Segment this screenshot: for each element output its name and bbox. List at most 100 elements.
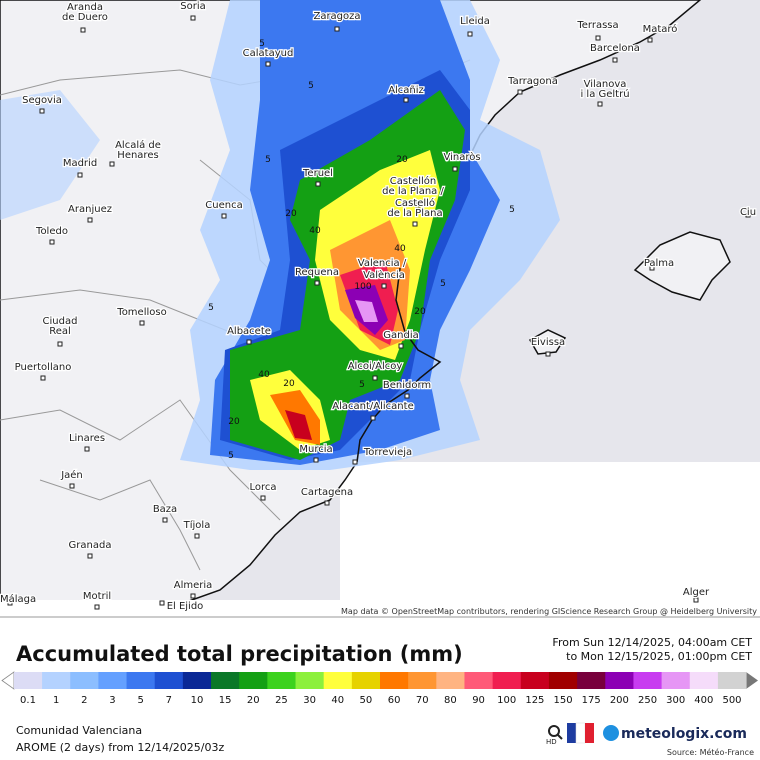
- hd[interactable]: HD: [546, 738, 557, 746]
- contour-labels: 5 5 5 5 20 20 40 40 100 20 40 20 20 5 5 5 5: [208, 39, 515, 461]
- city-name: Zaragoza: [313, 11, 360, 22]
- city-marker: [139, 320, 145, 326]
- city-marker: [745, 212, 751, 218]
- city-marker: [379, 273, 385, 279]
- logo-icon: [603, 725, 619, 741]
- color-swatch: [717, 672, 747, 689]
- city-name: Alcalá de: [115, 139, 161, 151]
- level-label: 5: [137, 695, 143, 706]
- color-swatch: [689, 672, 719, 689]
- legend-title: Accumulated total precipitation (mm): [16, 642, 463, 666]
- contour-label: 5: [208, 303, 214, 313]
- city-name: Calatayud: [243, 48, 294, 59]
- city-name: Castelló: [395, 197, 435, 209]
- city-marker: [109, 161, 115, 167]
- contour-label: 40: [394, 244, 406, 254]
- level-label: 40: [331, 695, 344, 706]
- contour-label: 20: [285, 209, 297, 219]
- city-marker: [597, 101, 603, 107]
- city-name: Segovia: [22, 95, 62, 106]
- city-marker: [7, 600, 13, 606]
- city-name: Lorca: [249, 482, 276, 493]
- city-name: de la Plana /: [382, 186, 444, 197]
- contour-label: 20: [283, 379, 295, 389]
- city-name: Alger: [683, 587, 710, 598]
- level-label: 0.1: [20, 695, 36, 706]
- color-swatch: [520, 672, 550, 689]
- zoom-icon[interactable]: [548, 725, 560, 737]
- city-marker: [265, 61, 271, 67]
- city-marker: [517, 89, 523, 95]
- color-scale: 0.1 1 2 3 5 7 10 15 20 25 30 40 50 60 70 80 90 100 125 150 1…: [1, 671, 758, 706]
- contour-label: 20: [396, 155, 408, 165]
- city-name: El Ejido: [167, 601, 204, 612]
- city-name: Vilanova: [584, 79, 627, 90]
- level-label: 50: [360, 695, 373, 706]
- contour-label: 40: [258, 370, 270, 380]
- city-marker: [612, 57, 618, 63]
- brand[interactable]: meteologix.com: [621, 726, 747, 742]
- attribution: Map data © OpenStreetMap contributors, r…: [341, 607, 757, 616]
- city-name: Ciudad: [43, 316, 78, 327]
- level-label: 500: [722, 695, 741, 706]
- city-name: Valencia /: [358, 258, 407, 269]
- city-marker: [190, 593, 196, 599]
- city-marker: [246, 339, 252, 345]
- city-name: Aranjuez: [68, 204, 112, 215]
- city-name: Barcelona: [590, 43, 640, 54]
- city-marker: [467, 31, 473, 37]
- city-marker: [545, 351, 551, 357]
- city-marker: [190, 15, 196, 21]
- city-marker: [57, 341, 63, 347]
- city-name: Toledo: [35, 226, 68, 237]
- level-label: 80: [444, 695, 457, 706]
- city-marker: [370, 415, 376, 421]
- city-name: Alacant/Alicante: [332, 401, 413, 412]
- level-label: 250: [638, 695, 657, 706]
- source: Source: Météo-France: [667, 747, 754, 757]
- scale-arrow-low: [1, 671, 15, 690]
- city-name: Terrassa: [576, 20, 618, 31]
- level-label: 200: [610, 695, 629, 706]
- city-name: Henares: [117, 150, 158, 161]
- color-swatch: [42, 672, 71, 689]
- out-of-domain: [340, 462, 760, 617]
- contour-label: 5: [259, 39, 265, 49]
- city-marker: [159, 600, 165, 606]
- level-label: 2: [81, 695, 87, 706]
- city-name: Eivissa: [531, 337, 565, 348]
- city-marker: [49, 239, 55, 245]
- city-name: Aranda: [67, 2, 103, 13]
- city-marker: [94, 604, 100, 610]
- city-marker: [404, 393, 410, 399]
- city-marker: [398, 343, 404, 349]
- city-marker: [87, 553, 93, 559]
- color-swatch: [633, 672, 663, 689]
- city-marker: [313, 457, 319, 463]
- city-marker: [693, 597, 699, 603]
- level-label: 90: [472, 695, 485, 706]
- city-marker: [334, 26, 340, 32]
- city-marker: [595, 35, 601, 41]
- color-swatch: [154, 672, 184, 689]
- mallorca: [633, 231, 731, 301]
- attribution-bg: [338, 604, 760, 617]
- city-name: Benidorm: [383, 380, 431, 391]
- region: Comunidad Valenciana: [16, 724, 142, 737]
- level-label: 60: [388, 695, 401, 706]
- city-name: Requena: [295, 267, 339, 278]
- city-name: Gandia: [383, 330, 418, 341]
- period-from: From Sun 12/14/2025, 04:00am CET: [552, 636, 752, 649]
- city-marker: [352, 459, 358, 465]
- city-name: i la Geltrú: [580, 88, 629, 100]
- city-name: de la Plana: [387, 208, 442, 219]
- city-marker: [381, 283, 387, 289]
- level-label: 175: [582, 695, 601, 706]
- color-swatch: [548, 672, 578, 689]
- city-name: Alcoi/Alcoy: [348, 361, 403, 372]
- color-swatch: [380, 672, 409, 689]
- city-name: Linares: [69, 433, 105, 444]
- color-swatch: [211, 672, 240, 689]
- city-name: Almeria: [174, 580, 213, 591]
